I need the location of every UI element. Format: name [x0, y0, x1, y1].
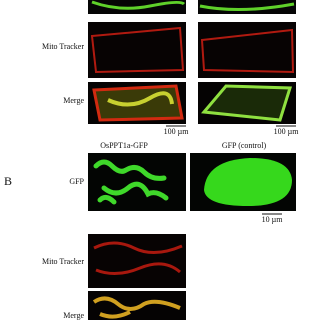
signal	[91, 0, 186, 10]
scale-label: 10 µm	[262, 215, 284, 224]
column-header: GFP (control)	[222, 141, 267, 150]
signal	[199, 2, 295, 12]
row-label: Mito Tracker	[42, 42, 84, 51]
column-header: OsPPT1a-GFP	[100, 141, 148, 150]
scale-label: 100 µm	[274, 127, 300, 136]
signal	[200, 28, 295, 74]
row-label: Merge	[63, 311, 84, 320]
micrograph	[88, 234, 186, 288]
panel-label: B	[4, 174, 12, 188]
signal	[92, 296, 181, 319]
row-label: Mito Tracker	[42, 257, 84, 266]
signal	[204, 158, 292, 206]
signal	[107, 91, 174, 107]
row-label: Merge	[63, 96, 84, 105]
signal	[90, 26, 185, 74]
signal	[201, 84, 293, 122]
scale-label: 100 µm	[164, 127, 190, 136]
row-label: GFP	[69, 177, 84, 186]
signal	[93, 241, 183, 275]
signal	[93, 159, 169, 205]
